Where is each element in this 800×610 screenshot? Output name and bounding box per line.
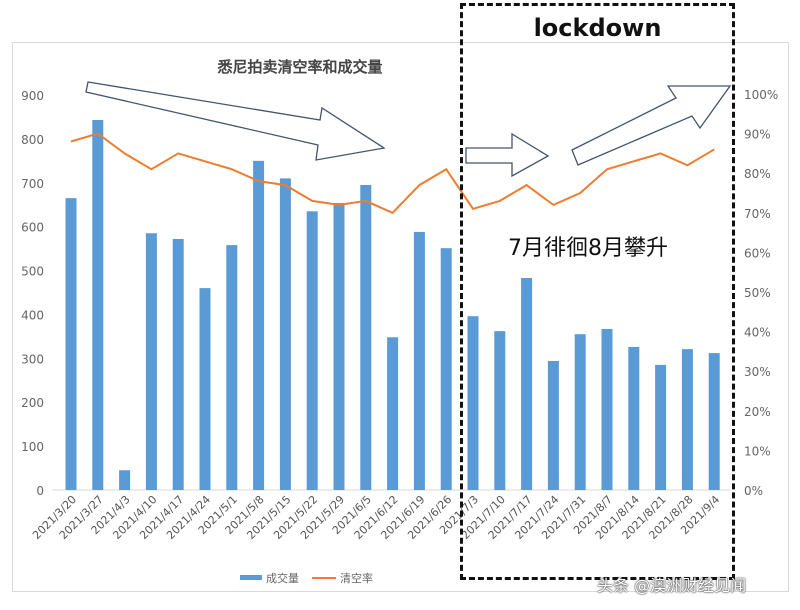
y-right-tick: 80% — [744, 167, 771, 181]
bar — [333, 202, 345, 490]
y-left-tick: 800 — [21, 133, 44, 147]
y-left-tick: 0 — [36, 484, 44, 498]
lockdown-box — [460, 3, 735, 580]
bar — [494, 331, 506, 490]
bar — [547, 360, 559, 490]
legend-label-rate: 清空率 — [340, 571, 373, 585]
bar — [655, 364, 667, 490]
y-right-tick: 10% — [744, 444, 771, 458]
legend-swatch-volume — [240, 575, 262, 580]
bar — [92, 120, 104, 491]
y-left-tick: 500 — [21, 265, 44, 279]
lockdown-label: lockdown — [533, 14, 662, 42]
chart-title: 悉尼拍卖清空率和成交量 — [216, 58, 382, 76]
bar — [387, 337, 399, 490]
y-right-tick: 0% — [744, 484, 763, 498]
y-right-tick: 70% — [744, 207, 771, 221]
bar — [360, 184, 372, 490]
bar — [145, 233, 157, 490]
bar — [628, 346, 640, 490]
bar — [708, 353, 720, 490]
y-left-tick: 200 — [21, 396, 44, 410]
y-right-tick: 100% — [744, 88, 778, 102]
bar — [172, 238, 184, 490]
y-left-tick: 100 — [21, 440, 44, 454]
bar — [119, 470, 131, 490]
bar — [574, 334, 586, 490]
chart-frame — [12, 42, 789, 592]
y-left-tick: 400 — [21, 308, 44, 322]
bar — [413, 231, 425, 490]
y-right-tick: 30% — [744, 365, 771, 379]
y-left-tick: 300 — [21, 352, 44, 366]
bar — [306, 211, 318, 491]
y-right-tick: 50% — [744, 286, 771, 300]
y-right-tick: 60% — [744, 246, 771, 260]
y-right-tick: 20% — [744, 405, 771, 419]
arrow-right-icon — [465, 132, 550, 178]
bar — [521, 278, 533, 490]
note-label: 7月徘徊8月攀升 — [508, 236, 668, 261]
bar — [601, 328, 613, 490]
bar — [253, 160, 265, 491]
y-left-tick: 900 — [21, 89, 44, 103]
arrow-down-icon — [85, 81, 386, 161]
bar — [65, 198, 77, 490]
watermark: 头条 @澳洲财经见闻 — [597, 576, 747, 595]
y-left-tick: 600 — [21, 221, 44, 235]
y-right-tick: 40% — [744, 326, 771, 340]
bar — [226, 245, 238, 490]
bar — [681, 349, 693, 490]
bar — [279, 178, 291, 490]
bar — [199, 288, 211, 490]
bar — [440, 248, 452, 490]
y-right-tick: 90% — [744, 128, 771, 142]
bar — [467, 316, 479, 490]
y-left-tick: 700 — [21, 177, 44, 191]
legend-label-volume: 成交量 — [266, 571, 299, 585]
arrow-up-icon — [571, 85, 732, 166]
